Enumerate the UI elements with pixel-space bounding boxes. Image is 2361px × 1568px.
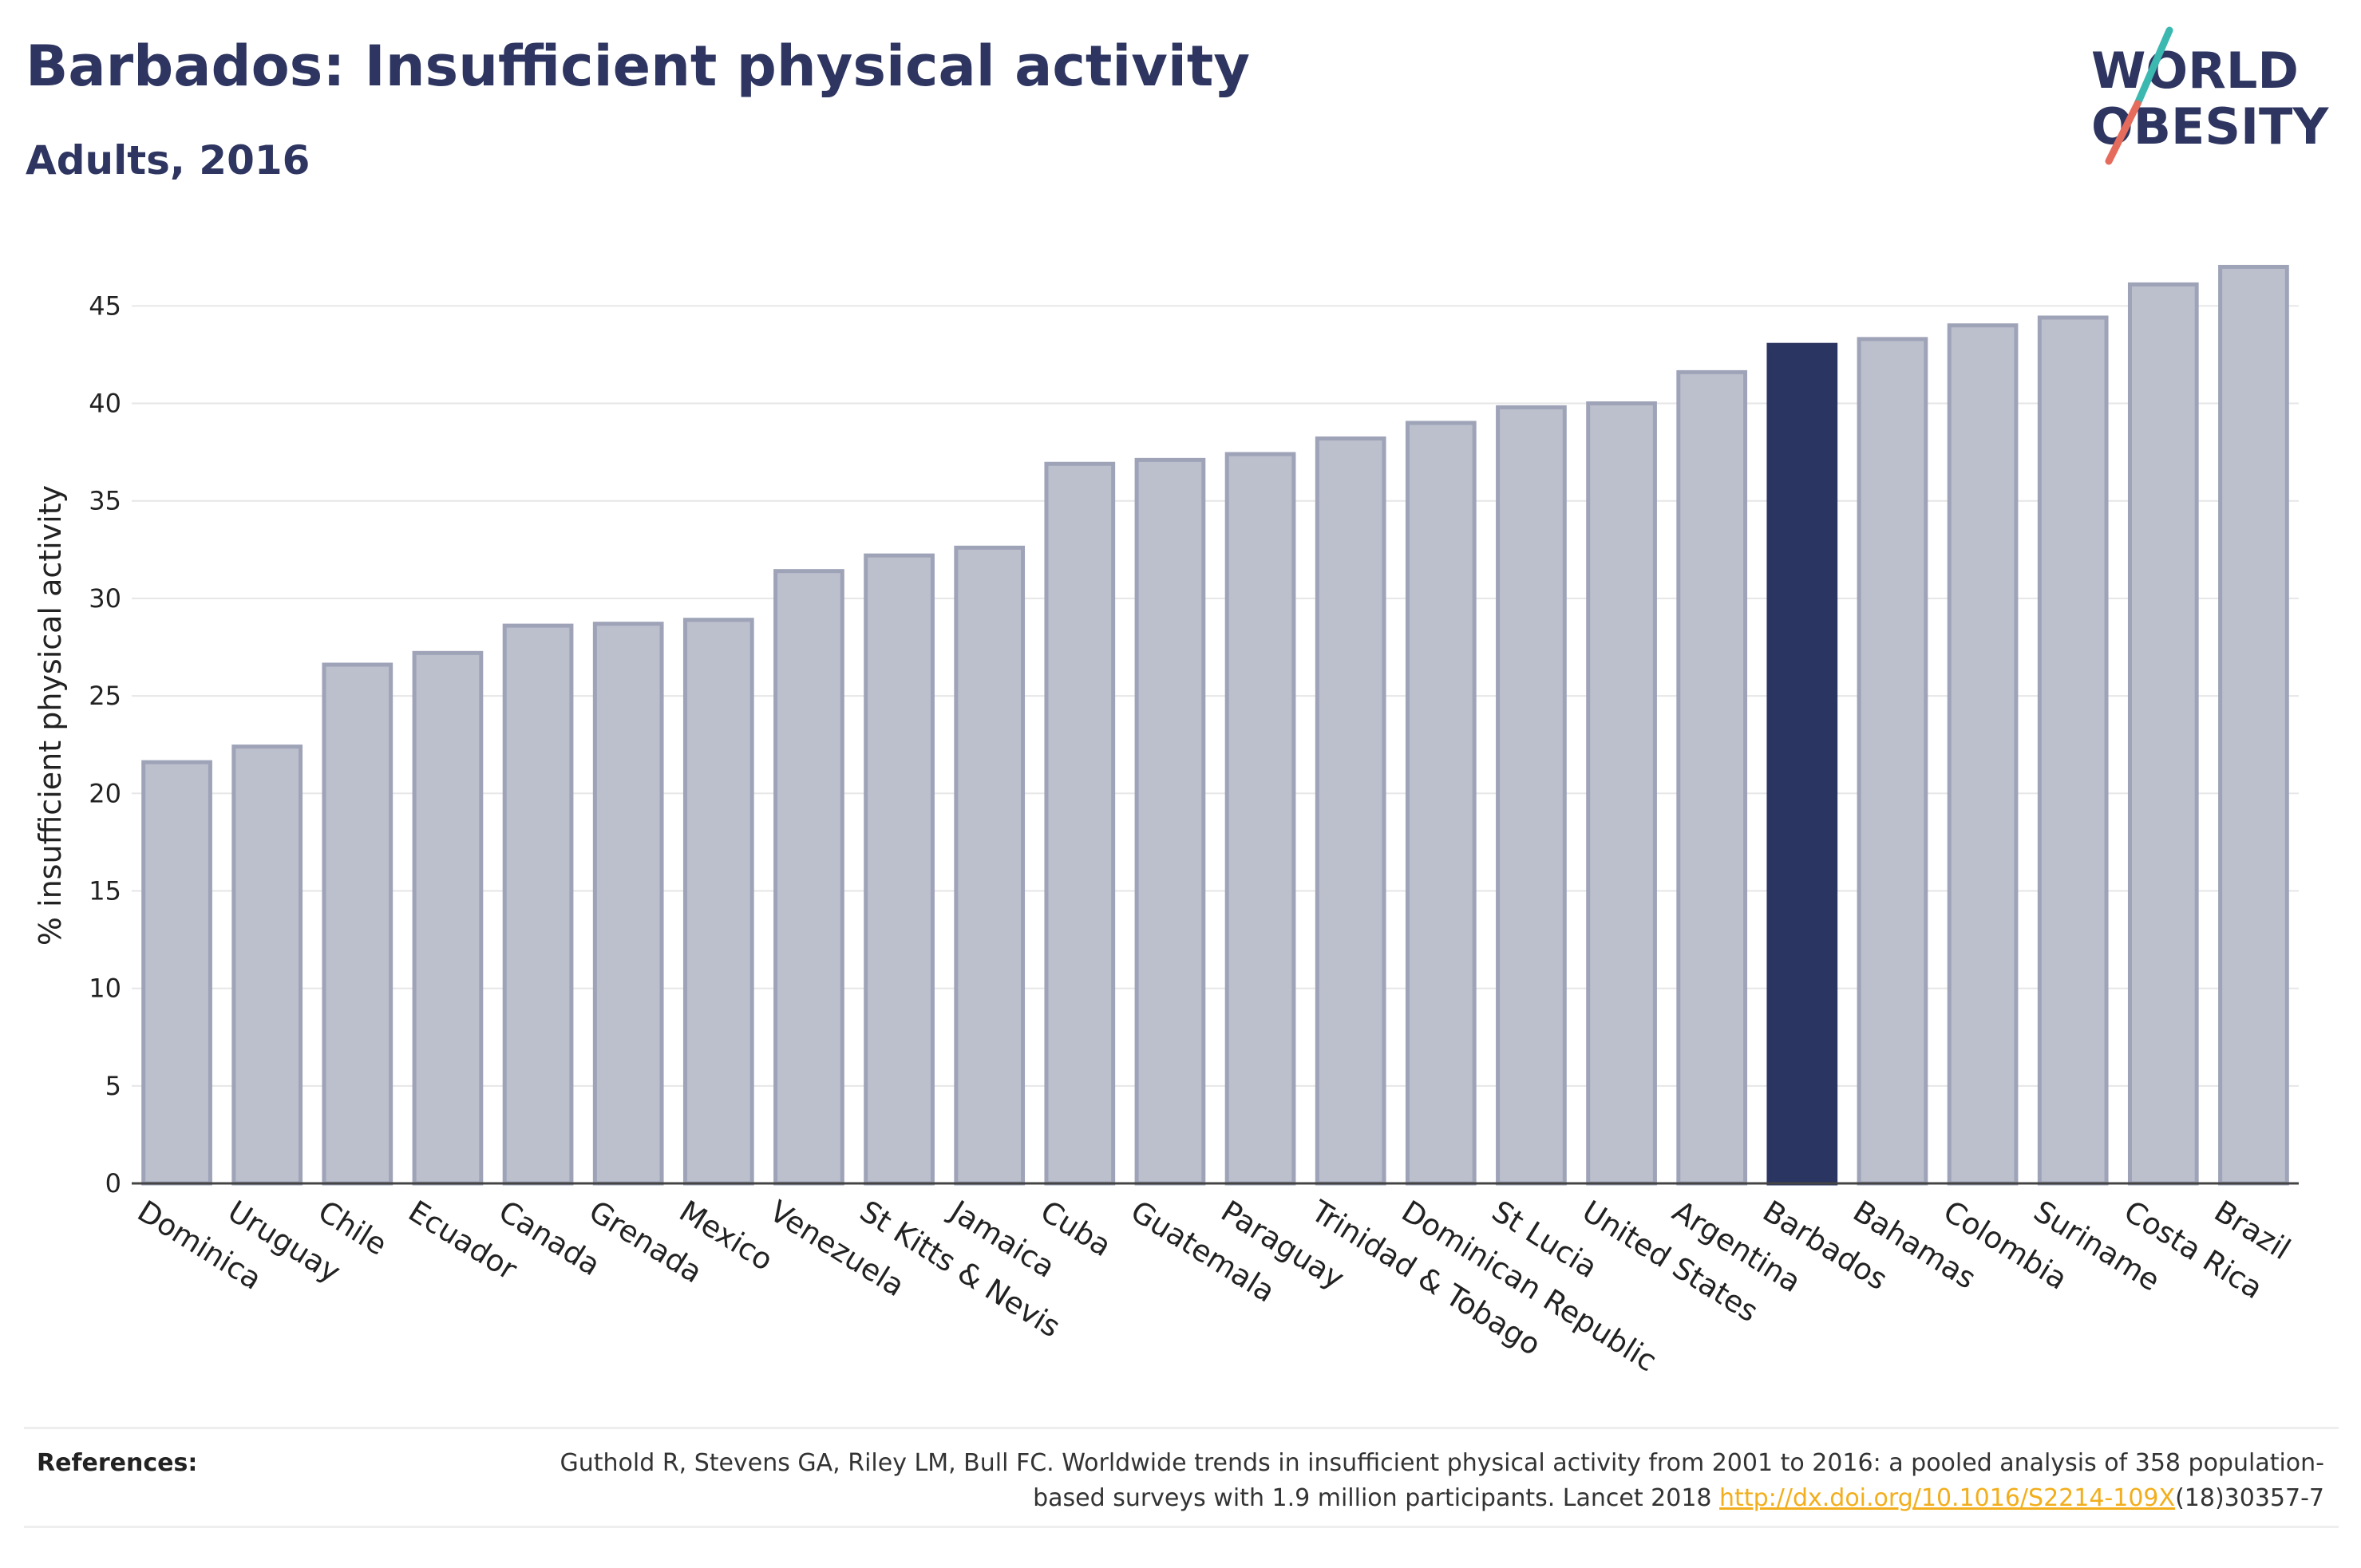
bar <box>2127 282 2199 1186</box>
bar <box>1134 457 1206 1186</box>
bar <box>1947 323 2019 1186</box>
bar <box>1857 337 1928 1186</box>
y-tick-label: 10 <box>89 974 121 1004</box>
references-doi-link[interactable]: http://dx.doi.org/10.1016/S2214-109X <box>1719 1484 2176 1512</box>
bar <box>1224 452 1296 1186</box>
page-subtitle: Adults, 2016 <box>26 137 310 184</box>
bar <box>1496 405 1567 1186</box>
bar <box>1586 401 1657 1186</box>
bar <box>682 618 754 1186</box>
y-tick-label: 25 <box>89 681 121 711</box>
references-citation: Guthold R, Stevens GA, Riley LM, Bull FC… <box>560 1449 2324 1512</box>
world-obesity-logo: WORLD OBESITY <box>2091 26 2329 165</box>
y-tick-label: 5 <box>105 1071 121 1101</box>
bar <box>1044 461 1116 1186</box>
bar <box>592 622 664 1186</box>
y-tick-label: 45 <box>89 290 121 321</box>
references-bottom-rule <box>24 1526 2339 1528</box>
references-top-rule <box>24 1427 2339 1429</box>
bar <box>502 623 574 1186</box>
bar <box>1676 369 1748 1186</box>
y-axis-label: % insufficient physical activity <box>33 485 68 946</box>
logo-slash-coral <box>2105 100 2142 165</box>
bar <box>2218 264 2289 1186</box>
bar <box>141 760 212 1186</box>
y-tick-label: 30 <box>89 583 121 614</box>
logo-text-obesity: OBESITY <box>2091 97 2329 156</box>
references-citation-suffix: (18)30357-7 <box>2175 1484 2324 1512</box>
bar <box>954 545 1026 1186</box>
references-text: Guthold R, Stevens GA, Riley LM, Bull FC… <box>488 1446 2324 1516</box>
bar <box>2037 315 2109 1186</box>
bar <box>864 553 935 1186</box>
bar <box>1315 436 1386 1186</box>
page-title: Barbados: Insufficient physical activity <box>26 34 1250 99</box>
y-tick-label: 20 <box>89 778 121 808</box>
bar <box>231 745 303 1186</box>
y-tick-label: 35 <box>89 486 121 516</box>
bar <box>322 662 394 1186</box>
logo-text-world: WORLD <box>2091 41 2299 100</box>
bar <box>773 569 844 1186</box>
y-tick-label: 15 <box>89 875 121 906</box>
y-tick-label: 40 <box>89 389 121 419</box>
bar <box>1405 421 1477 1186</box>
bar <box>1766 342 1838 1186</box>
bar-chart: 0 5 10 15 20 25 30 35 40 45 % insufficient physica… <box>33 264 2299 1378</box>
references-label: References: <box>37 1449 198 1477</box>
logo-slash-teal <box>2134 26 2173 108</box>
y-tick-label: 0 <box>105 1168 121 1199</box>
bar <box>412 650 484 1186</box>
